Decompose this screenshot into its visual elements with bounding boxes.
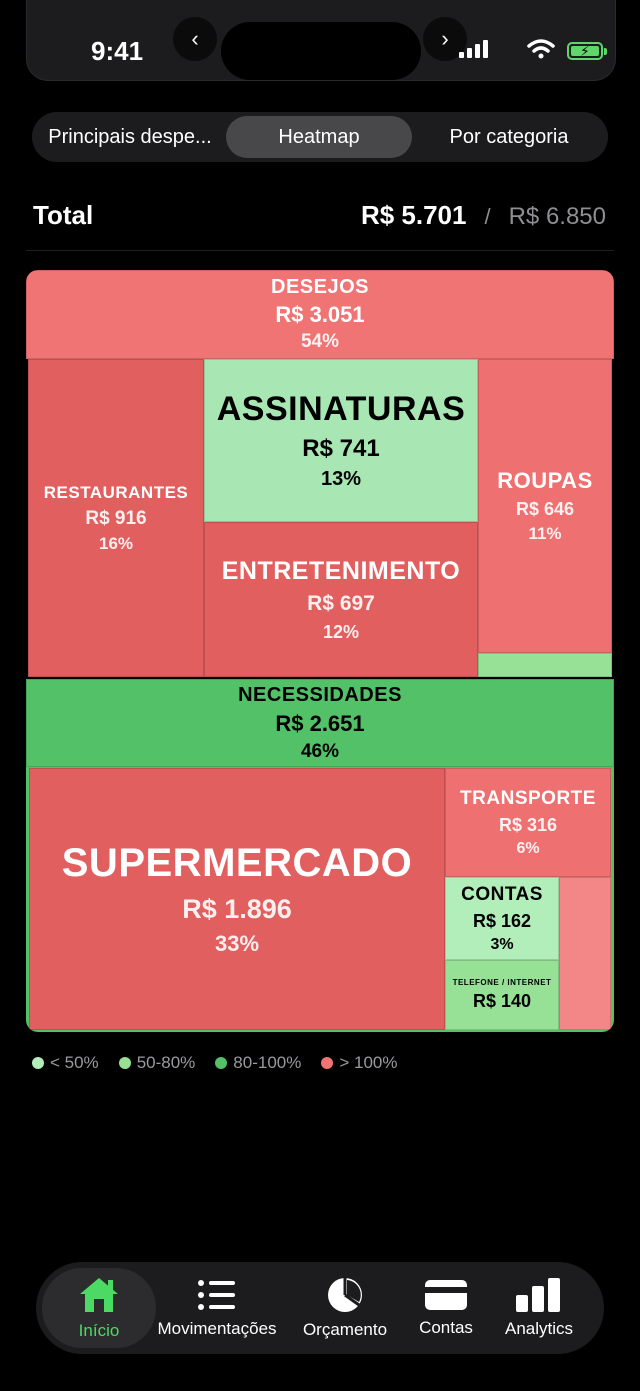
- credit-card-icon: [425, 1280, 467, 1310]
- cellular-signal-icon: [459, 40, 488, 58]
- cell-supermercado[interactable]: SUPERMERCADO R$ 1.896 33%: [29, 768, 445, 1030]
- chevron-right-icon: ›: [441, 26, 449, 51]
- cell-telefone-label: TELEFONE / INTERNET: [452, 978, 552, 987]
- group-desejos-pct: 54%: [300, 331, 340, 352]
- cell-transporte-label: TRANSPORTE: [460, 787, 596, 809]
- legend-label: < 50%: [50, 1053, 99, 1072]
- cell-transporte-amount: R$ 316: [498, 814, 558, 835]
- tab-bar: Início Movimentações Orçamento Contas: [36, 1262, 604, 1354]
- tab-movimentacoes[interactable]: Movimentações: [156, 1268, 278, 1348]
- legend-item: 80-100%: [215, 1053, 301, 1073]
- total-label: Total: [33, 200, 94, 230]
- cell-supermercado-amount: R$ 1.896: [182, 894, 292, 924]
- tab-orcamento[interactable]: Orçamento: [294, 1268, 396, 1348]
- cell-roupas-pct: 11%: [528, 524, 562, 543]
- cell-transporte-pct: 6%: [516, 839, 540, 857]
- legend-item: 50-80%: [118, 1053, 196, 1073]
- pie-chart-icon: [328, 1278, 362, 1312]
- tab-contas-label: Contas: [419, 1318, 473, 1337]
- cell-roupas[interactable]: ROUPAS R$ 646 11%: [478, 359, 612, 653]
- cell-restaurantes-amount: R$ 916: [85, 507, 147, 529]
- total-spent: R$ 5.701: [360, 200, 467, 230]
- cell-restaurantes[interactable]: RESTAURANTES R$ 916 16%: [28, 359, 204, 677]
- forward-button[interactable]: ›: [423, 17, 467, 61]
- cell-contas-amount: R$ 162: [472, 910, 532, 931]
- view-segmented-control: Principais despe... Heatmap Por categori…: [32, 112, 608, 162]
- segment-by-category[interactable]: Por categoria: [449, 125, 569, 148]
- segment-top-expenses[interactable]: Principais despe...: [48, 125, 212, 148]
- home-icon: [80, 1278, 118, 1312]
- battery-charging-icon: ⚡: [567, 42, 607, 60]
- cell-entretenimento[interactable]: ENTRETENIMENTO R$ 697 12%: [204, 522, 478, 677]
- tab-analytics-label: Analytics: [504, 1319, 574, 1338]
- total-values: R$ 5.701 / R$ 6.850: [361, 200, 606, 231]
- total-separator: /: [484, 204, 491, 229]
- cell-supermercado-pct: 33%: [214, 931, 260, 956]
- tab-inicio[interactable]: Início: [42, 1268, 156, 1348]
- cell-contas[interactable]: CONTAS R$ 162 3%: [445, 877, 559, 960]
- legend-item: < 50%: [32, 1053, 99, 1073]
- list-icon: [198, 1280, 235, 1310]
- cell-roupas-amount: R$ 646: [515, 499, 575, 519]
- cell-roupas-label: ROUPAS: [497, 468, 593, 493]
- cell-restaurantes-label: RESTAURANTES: [43, 482, 189, 502]
- heatmap-legend: < 50% 50-80% 80-100% > 100%: [32, 1053, 398, 1073]
- cell-contas-label: CONTAS: [461, 883, 543, 905]
- cell-assinaturas-label: ASSINATURAS: [216, 390, 466, 428]
- cell-contas-pct: 3%: [490, 935, 514, 953]
- tab-inicio-label: Início: [78, 1321, 120, 1340]
- cell-assinaturas-amount: R$ 741: [302, 435, 380, 462]
- chevron-left-icon: ‹: [191, 26, 199, 51]
- cell-telefone-amount: R$ 140: [472, 991, 532, 1011]
- group-desejos-label: DESEJOS: [271, 276, 369, 298]
- heatmap-treemap: DESEJOS R$ 3.051 54% RESTAURANTES R$ 916…: [26, 270, 614, 1032]
- group-necessidades-amount: R$ 2.651: [275, 710, 365, 736]
- cell-entretenimento-pct: 12%: [322, 621, 360, 642]
- divider: [26, 250, 614, 251]
- cell-supermercado-label: SUPERMERCADO: [61, 841, 413, 885]
- group-desejos[interactable]: DESEJOS R$ 3.051 54%: [26, 270, 614, 359]
- cell-small-necessidades[interactable]: [559, 877, 611, 1030]
- cell-entretenimento-label: ENTRETENIMENTO: [221, 556, 461, 585]
- cell-entretenimento-amount: R$ 697: [307, 591, 375, 615]
- tab-analytics[interactable]: Analytics: [494, 1268, 584, 1348]
- dynamic-island: [221, 22, 421, 80]
- legend-item: > 100%: [321, 1053, 398, 1073]
- total-budget: R$ 6.850: [508, 203, 606, 230]
- bar-chart-icon: [516, 1278, 560, 1312]
- tab-orcamento-label: Orçamento: [302, 1320, 388, 1339]
- group-necessidades-pct: 46%: [300, 740, 340, 762]
- cell-assinaturas-pct: 13%: [320, 468, 362, 490]
- segment-heatmap[interactable]: Heatmap: [226, 116, 412, 158]
- group-necessidades-label: NECESSIDADES: [238, 683, 402, 706]
- cell-restaurantes-pct: 16%: [98, 533, 134, 553]
- wifi-icon: [527, 39, 555, 59]
- legend-label: 50-80%: [136, 1053, 196, 1072]
- tab-movimentacoes-label: Movimentações: [157, 1319, 277, 1338]
- status-bar: 9:41 ‹ › ⚡: [26, 0, 616, 81]
- cell-assinaturas[interactable]: ASSINATURAS R$ 741 13%: [204, 359, 478, 522]
- group-necessidades[interactable]: NECESSIDADES R$ 2.651 46%: [26, 679, 614, 767]
- cell-telefone-internet[interactable]: TELEFONE / INTERNET R$ 140: [445, 960, 559, 1030]
- status-time: 9:41: [91, 36, 144, 66]
- cell-transporte[interactable]: TRANSPORTE R$ 316 6%: [445, 768, 611, 877]
- cell-small-desejos[interactable]: [478, 653, 612, 677]
- legend-label: > 100%: [339, 1053, 398, 1072]
- back-button[interactable]: ‹: [173, 17, 217, 61]
- group-desejos-amount: R$ 3.051: [275, 302, 365, 327]
- legend-label: 80-100%: [233, 1053, 302, 1072]
- tab-contas[interactable]: Contas: [406, 1268, 486, 1348]
